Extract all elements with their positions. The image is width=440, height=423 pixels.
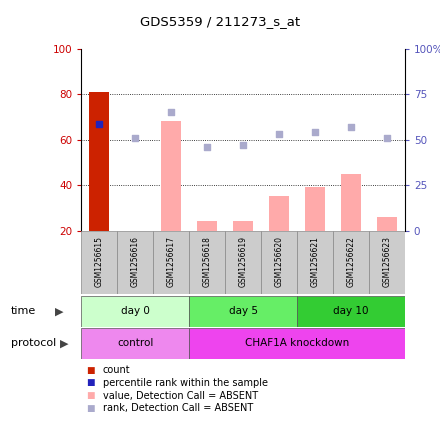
Bar [225, 231, 261, 294]
Text: ▶: ▶ [59, 338, 68, 349]
Point [168, 109, 175, 115]
Text: rank, Detection Call = ABSENT: rank, Detection Call = ABSENT [103, 403, 253, 413]
Bar [89, 92, 109, 231]
Text: GSM1256622: GSM1256622 [346, 236, 356, 287]
Bar [189, 231, 225, 294]
Point [132, 135, 139, 141]
Text: ■: ■ [86, 378, 94, 387]
Text: percentile rank within the sample: percentile rank within the sample [103, 378, 268, 388]
Point [275, 131, 282, 137]
Point [204, 143, 211, 150]
Text: day 10: day 10 [333, 306, 369, 316]
Bar [305, 187, 325, 231]
Text: value, Detection Call = ABSENT: value, Detection Call = ABSENT [103, 390, 258, 401]
Point [96, 120, 103, 127]
Point [312, 129, 319, 136]
Text: ■: ■ [86, 391, 94, 400]
Bar [369, 231, 405, 294]
Bar [233, 222, 253, 231]
Bar [153, 231, 189, 294]
Text: GDS5359 / 211273_s_at: GDS5359 / 211273_s_at [140, 15, 300, 28]
Bar [81, 296, 189, 327]
Text: GSM1256621: GSM1256621 [311, 236, 319, 287]
Bar [261, 231, 297, 294]
Text: day 0: day 0 [121, 306, 150, 316]
Text: GSM1256618: GSM1256618 [203, 236, 212, 287]
Text: protocol: protocol [11, 338, 56, 349]
Text: CHAF1A knockdown: CHAF1A knockdown [245, 338, 349, 349]
Text: day 5: day 5 [229, 306, 257, 316]
Bar [333, 231, 369, 294]
Bar [269, 196, 289, 231]
Bar [117, 231, 153, 294]
Point [239, 142, 246, 148]
Bar [297, 231, 333, 294]
Bar [297, 296, 405, 327]
Text: ▶: ▶ [55, 306, 64, 316]
Text: GSM1256619: GSM1256619 [238, 236, 248, 287]
Bar [189, 296, 297, 327]
Bar [81, 328, 189, 359]
Bar [341, 174, 361, 231]
Text: time: time [11, 306, 36, 316]
Bar [189, 328, 405, 359]
Bar [197, 222, 217, 231]
Text: GSM1256616: GSM1256616 [131, 236, 140, 287]
Text: GSM1256615: GSM1256615 [95, 236, 104, 287]
Text: control: control [117, 338, 154, 349]
Text: GSM1256623: GSM1256623 [382, 236, 391, 287]
Bar [81, 231, 117, 294]
Text: count: count [103, 365, 130, 375]
Point [383, 135, 390, 141]
Text: GSM1256617: GSM1256617 [167, 236, 176, 287]
Bar [377, 217, 397, 231]
Text: GSM1256620: GSM1256620 [275, 236, 283, 287]
Bar [161, 121, 181, 231]
Text: ■: ■ [86, 365, 94, 375]
Point [347, 124, 354, 130]
Text: ■: ■ [86, 404, 94, 413]
